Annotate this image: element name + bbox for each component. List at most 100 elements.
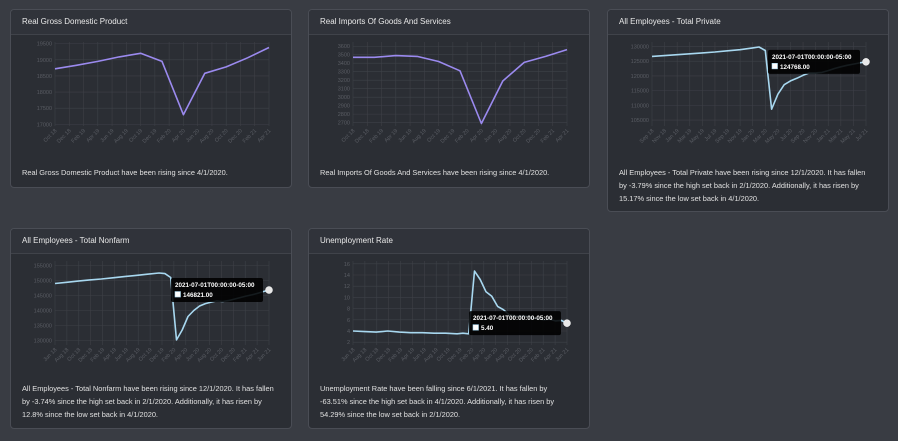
x-tick-label: Aug 20 [199,128,216,145]
x-tick-label: Dec 18 [354,128,371,145]
card-title: All Employees - Total Nonfarm [11,229,291,254]
y-tick-label: 3600 [338,44,350,50]
hover-point[interactable] [563,319,571,327]
tooltip-box [469,311,561,336]
x-tick-label: Feb 19 [71,128,87,144]
y-tick-label: 110000 [631,103,649,109]
tooltip-swatch [174,291,181,298]
y-tick-label: 16 [344,262,350,268]
y-tick-label: 4 [347,329,350,335]
x-tick-label: Apr 20 [469,128,485,144]
y-tick-label: 2700 [338,121,350,127]
y-tick-label: 14 [344,273,350,279]
y-tick-label: 3400 [338,61,350,67]
y-tick-label: 120000 [631,74,649,80]
x-tick-label: Dec 18 [56,128,73,145]
x-tick-label: Aug 19 [411,128,428,145]
card-total-private: All Employees - Total Private Sep 18 Nov … [607,9,889,212]
x-tick-label: Aug 19 [113,128,130,145]
tooltip-date: 2021-07-01T00:00:00-05:00 [772,54,852,61]
x-tick-label: Apr 21 [257,128,273,144]
x-tick-label: Dec 20 [227,128,244,145]
tooltip-value: 124768.00 [780,64,810,71]
y-tick-label: 3000 [338,95,350,101]
x-tick-label: Dec 20 [525,128,542,145]
tooltip: 2021-07-01T00:00:00-05:00 146821.00 [171,278,263,303]
card-real-imports: Real Imports Of Goods And Services Oct 1… [308,9,590,188]
x-tick-label: Jul 21 [855,128,870,143]
x-tick-label: Jun 21 [554,347,570,363]
x-tick-label: Feb 20 [454,128,470,144]
x-tick-label: Apr 19 [384,128,400,144]
hover-point[interactable] [265,286,273,294]
x-tick-label: Nov 19 [727,128,744,145]
y-tick-label: 130000 [631,44,649,50]
y-tick-label: 17500 [37,106,52,112]
tooltip-box [768,49,860,74]
card-description: All Employees - Total Nonfarm have been … [22,384,274,419]
y-tick-label: 17000 [37,122,52,128]
card-title: Real Gross Domestic Product [11,10,291,35]
y-tick-label: 19000 [37,58,52,64]
y-tick-label: 8 [347,307,350,313]
tooltip-value: 5.40 [481,325,494,332]
x-tick-label: Jun 21 [256,347,272,363]
tooltip: 2021-07-01T00:00:00-05:00 5.40 [469,311,561,336]
tooltip-swatch [472,324,479,331]
tooltip-box [171,278,263,303]
card-description: Real Imports Of Goods And Services have … [320,168,550,177]
x-tick-label: Feb 20 [156,128,172,144]
y-tick-label: 115000 [631,89,649,95]
y-tick-label: 6 [347,318,350,324]
series-line [54,46,270,116]
x-tick-label: Apr 21 [555,128,571,144]
y-tick-label: 3200 [338,78,350,84]
tooltip-date: 2021-07-01T00:00:00-05:00 [473,315,553,322]
x-tick-label: Nov 18 [651,128,668,145]
card-title: All Employees - Total Private [608,10,888,35]
card-title: Real Imports Of Goods And Services [309,10,589,35]
x-tick-label: Apr 19 [86,128,102,144]
tooltip-swatch [771,63,778,70]
hover-point[interactable] [862,58,870,66]
x-tick-label: Feb 21 [540,128,556,144]
y-tick-label: 140000 [34,309,52,315]
y-tick-label: 145000 [34,294,52,300]
x-tick-label: Aug 20 [497,128,514,145]
y-tick-label: 150000 [34,279,52,285]
x-tick-label: Feb 21 [242,128,258,144]
x-tick-label: Apr 20 [171,128,187,144]
x-tick-label: Dec 19 [440,128,457,145]
y-tick-label: 135000 [34,324,52,330]
card-total-nonfarm: All Employees - Total Nonfarm Jun 18 Aug … [10,228,292,429]
y-tick-label: 3300 [338,70,350,76]
series-line [353,48,568,125]
y-tick-label: 125000 [631,59,649,65]
x-tick-label: Dec 19 [142,128,159,145]
x-tick-label: Feb 19 [369,128,385,144]
y-tick-label: 12 [344,284,350,290]
card-description: Real Gross Domestic Product have been ri… [22,168,228,177]
y-tick-label: 2800 [338,112,350,118]
x-tick-label: Nov 20 [802,128,819,145]
tooltip-value: 146821.00 [183,292,213,299]
card-description: Unemployment Rate have been falling sinc… [320,384,555,419]
tooltip: 2021-07-01T00:00:00-05:00 124768.00 [768,49,860,74]
card-real-gdp: Real Gross Domestic Product Oct 18 Dec 18… [10,9,292,188]
y-tick-label: 2 [347,340,350,346]
card-unemployment-rate: Unemployment Rate Jun 18 Aug 18 Oct 18 Dec … [308,228,590,429]
y-tick-label: 18000 [37,90,52,96]
y-tick-label: 155000 [34,264,52,270]
y-tick-label: 10 [344,295,350,301]
y-tick-label: 3100 [338,87,350,93]
card-title: Unemployment Rate [309,229,589,254]
y-tick-label: 130000 [34,339,52,345]
tooltip-date: 2021-07-01T00:00:00-05:00 [175,282,255,289]
y-tick-label: 18500 [37,74,52,80]
card-description: All Employees - Total Private have been … [619,168,866,203]
